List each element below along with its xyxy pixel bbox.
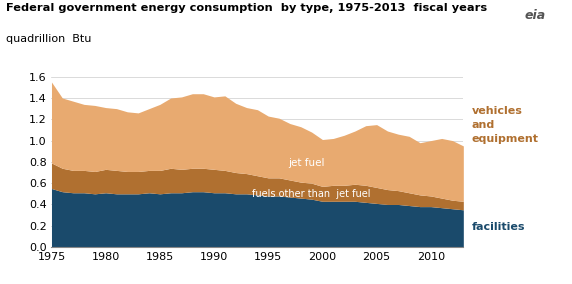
Text: Federal government energy consumption  by type, 1975-2013  fiscal years: Federal government energy consumption by… bbox=[6, 3, 487, 13]
Text: fuels other than  jet fuel: fuels other than jet fuel bbox=[252, 189, 371, 199]
Text: facilities: facilities bbox=[472, 222, 526, 232]
Text: vehicles
and
equipment: vehicles and equipment bbox=[472, 106, 539, 144]
Text: quadrillion  Btu: quadrillion Btu bbox=[6, 34, 91, 44]
Text: eia: eia bbox=[525, 9, 545, 22]
Text: jet fuel: jet fuel bbox=[288, 158, 324, 168]
